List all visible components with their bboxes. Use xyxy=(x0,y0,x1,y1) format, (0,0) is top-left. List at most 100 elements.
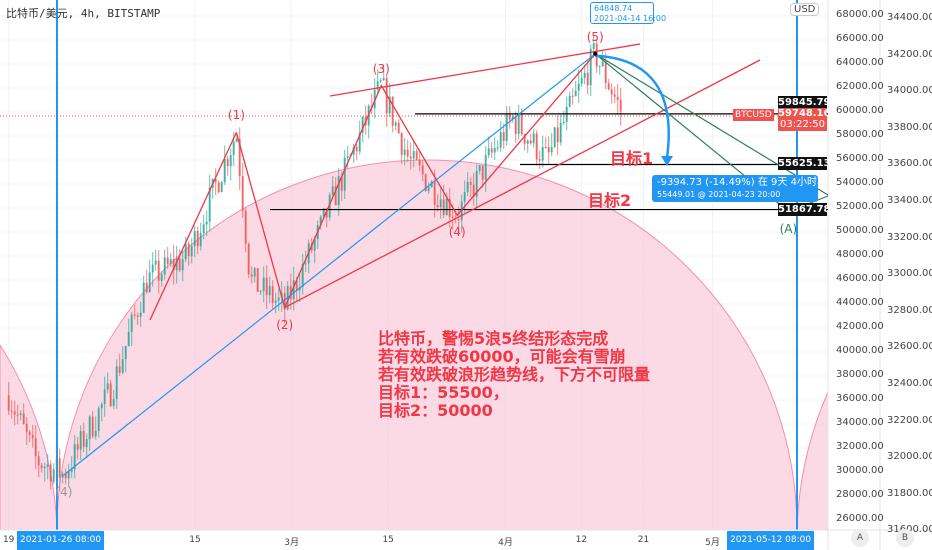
candle-body xyxy=(13,411,16,415)
candle-body xyxy=(190,246,193,257)
currency-badge[interactable]: USD xyxy=(790,3,820,16)
wave-lines xyxy=(235,53,596,310)
candle-body xyxy=(352,147,355,155)
candle-body xyxy=(571,95,574,97)
candle-body xyxy=(292,280,295,300)
candle-body xyxy=(265,277,268,296)
candle-body xyxy=(208,187,211,222)
candle-body xyxy=(52,469,55,482)
current-price-tag: 59748.16 03:22:50 xyxy=(778,108,831,131)
candle-body xyxy=(235,138,238,142)
price-tick: 33800.00 xyxy=(887,121,932,133)
candle-body xyxy=(424,174,427,191)
candle-body xyxy=(55,458,58,470)
price-tick: 34000.00 xyxy=(887,85,932,97)
candle-body xyxy=(76,444,79,450)
candle-body xyxy=(460,201,463,221)
crosshair-time-label: 2021-01-26 08:00 xyxy=(17,531,105,550)
candle-body xyxy=(37,456,40,466)
candle-body xyxy=(319,216,322,226)
candle-body xyxy=(511,116,514,120)
candle-body xyxy=(397,122,400,134)
price-tick: 33400.00 xyxy=(887,195,932,206)
candle-body xyxy=(400,133,403,155)
candle-body xyxy=(148,272,151,293)
candle-body xyxy=(79,431,82,450)
candle-body xyxy=(154,260,157,265)
candle-body xyxy=(85,439,88,448)
candle-body xyxy=(457,219,460,221)
candle-body xyxy=(340,176,343,191)
candle-body xyxy=(118,366,121,373)
candle-body xyxy=(40,465,43,469)
projection-change: -9394.73 (-14.49%) 在 9天 4小时 xyxy=(657,177,817,188)
candle-body xyxy=(199,233,202,247)
candle-body xyxy=(304,263,307,265)
wave-label: (4) xyxy=(448,225,466,240)
candle-body xyxy=(268,286,271,296)
candle-body xyxy=(10,410,13,412)
candle-body xyxy=(241,176,244,211)
candle-body xyxy=(25,423,28,432)
candle-body xyxy=(184,243,187,260)
candle-body xyxy=(169,259,172,265)
candle-body xyxy=(7,395,10,411)
candle-body xyxy=(160,274,163,281)
candle-body xyxy=(250,274,253,277)
price-tick: 48000.00 xyxy=(836,249,884,260)
candle-body xyxy=(196,231,199,247)
candle-body xyxy=(391,96,394,126)
candle-body xyxy=(376,81,379,90)
candle-body xyxy=(220,182,223,193)
upper-trendline xyxy=(329,43,641,97)
candle-body xyxy=(124,346,127,360)
price-tick: 54000.00 xyxy=(836,177,884,188)
candle-body xyxy=(436,205,439,208)
candle-body xyxy=(277,297,280,301)
candle-body xyxy=(616,96,619,100)
auto-scale-button-b[interactable]: B xyxy=(896,529,914,547)
price-tick: 38000.00 xyxy=(836,369,884,380)
price-tick: 33600.00 xyxy=(887,158,932,170)
price-tick: 34200.00 xyxy=(887,48,932,60)
price-tick: 60000.00 xyxy=(836,105,884,116)
price-tick: 50000.00 xyxy=(836,225,884,236)
candle-body xyxy=(604,61,607,84)
candle-body xyxy=(466,182,469,193)
candle-body xyxy=(139,312,142,317)
candle-body xyxy=(394,122,397,126)
candle-body xyxy=(106,383,109,390)
auto-scale-button-a[interactable]: A xyxy=(851,529,869,547)
candle-body xyxy=(226,159,229,167)
candle-body xyxy=(58,458,61,478)
candle-body xyxy=(97,408,100,431)
candle-body xyxy=(481,165,484,180)
candle-body xyxy=(475,171,478,197)
candle-body xyxy=(259,291,262,293)
projection-detail: 55449.01 @ 2021-04-23 20:00 xyxy=(657,190,781,199)
candle-body xyxy=(205,221,208,225)
candle-body xyxy=(202,224,205,234)
candle-body xyxy=(22,413,25,424)
time-tick: 5月 xyxy=(705,538,720,548)
candle-body xyxy=(559,122,562,143)
candle-body xyxy=(337,176,340,206)
note-line: 目标2：50000 xyxy=(378,401,493,420)
candle-body xyxy=(505,114,508,141)
projection-tooltip: -9394.73 (-14.49%) 在 9天 4小时 55449.01 @ 2… xyxy=(652,175,818,202)
arrow-head-icon xyxy=(661,156,673,166)
blue-trendline xyxy=(63,53,596,476)
candle-body xyxy=(181,259,184,271)
candle-body xyxy=(406,149,409,157)
candle-body xyxy=(16,414,19,416)
price-tick: 32800.00 xyxy=(887,304,932,316)
price-tick: 40000.00 xyxy=(836,345,884,356)
candle-body xyxy=(115,366,118,399)
candle-body xyxy=(493,147,496,153)
candle-body xyxy=(544,146,547,148)
peak-price: 64848.74 xyxy=(594,4,633,13)
price-tick: 32400.00 xyxy=(887,378,932,389)
candle-body xyxy=(121,359,124,373)
candle-body xyxy=(379,80,382,82)
